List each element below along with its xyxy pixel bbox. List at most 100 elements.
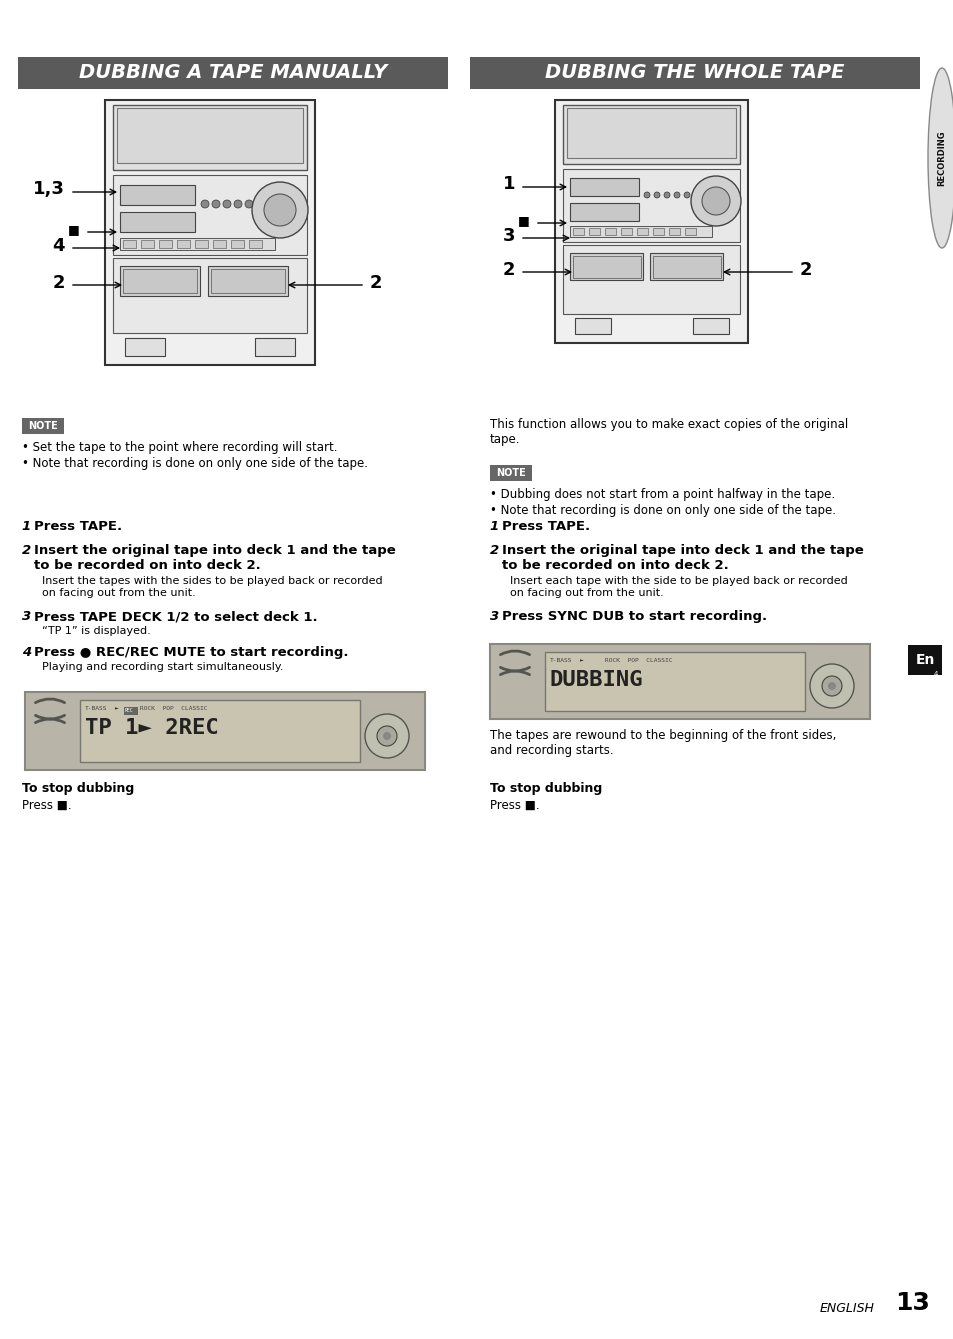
Bar [569,226,711,237]
Text: 2: 2 [800,261,812,279]
Text: ROCK  POP  CLASSIC: ROCK POP CLASSIC [604,657,672,663]
Bar [112,258,307,333]
Bar [562,245,740,315]
Text: T-BASS: T-BASS [85,706,108,711]
Text: 2: 2 [370,274,382,292]
Circle shape [683,191,689,198]
Text: The tapes are rewound to the beginning of the front sides,
and recording starts.: The tapes are rewound to the beginning o… [490,728,836,757]
Text: Press ● REC/REC MUTE to start recording.: Press ● REC/REC MUTE to start recording. [34,645,348,659]
Bar [652,228,663,236]
Circle shape [245,200,253,208]
Bar [604,228,616,236]
Bar [907,645,941,675]
Ellipse shape [927,68,953,248]
Text: Playing and recording start simultaneously.: Playing and recording start simultaneous… [42,661,283,672]
Circle shape [382,732,391,740]
Bar [211,269,285,293]
Bar [18,58,448,88]
Text: ►: ► [579,657,583,663]
Bar [652,256,720,279]
Bar [470,58,919,88]
Bar [112,104,307,170]
Bar [684,228,696,236]
Circle shape [673,191,679,198]
Bar [637,228,647,236]
Bar [575,317,610,333]
Text: T-BASS: T-BASS [550,657,572,663]
Text: 13: 13 [894,1291,929,1315]
Bar [254,337,294,356]
Text: 2: 2 [502,261,515,279]
Text: RECORDING: RECORDING [937,130,945,186]
Circle shape [233,200,242,208]
Text: Press ■.: Press ■. [490,799,539,811]
Text: 3: 3 [502,228,515,245]
Circle shape [223,200,231,208]
Text: • Note that recording is done on only one side of the tape.: • Note that recording is done on only on… [490,503,835,517]
Text: • Dubbing does not start from a point halfway in the tape.: • Dubbing does not start from a point ha… [490,487,834,501]
Circle shape [827,682,835,690]
Text: 3: 3 [490,611,503,623]
Bar [544,652,804,711]
Circle shape [376,726,396,746]
Text: Press TAPE.: Press TAPE. [34,520,122,533]
Text: ►: ► [115,706,118,711]
Circle shape [821,676,841,696]
Bar [120,212,194,232]
Text: Press ■.: Press ■. [22,799,71,811]
Text: 1: 1 [502,175,515,193]
Bar [120,266,200,296]
Bar [562,104,740,163]
Bar [566,108,735,158]
Text: This function allows you to make exact copies of the original
tape.: This function allows you to make exact c… [490,418,847,446]
Text: Insert each tape with the side to be played back or recorded
on facing out from : Insert each tape with the side to be pla… [510,576,847,597]
Bar [141,240,153,248]
Text: Press TAPE DECK 1/2 to select deck 1.: Press TAPE DECK 1/2 to select deck 1. [34,611,317,623]
Circle shape [690,175,740,226]
Text: Insert the original tape into deck 1 and the tape
to be recorded on into deck 2.: Insert the original tape into deck 1 and… [501,544,862,572]
Text: DUBBING A TAPE MANUALLY: DUBBING A TAPE MANUALLY [79,63,387,83]
Text: 2: 2 [22,544,36,557]
Bar [194,240,208,248]
Bar [80,700,359,762]
Bar [123,240,136,248]
Circle shape [264,194,295,226]
Bar [573,228,583,236]
Bar [620,228,631,236]
Circle shape [663,191,669,198]
Bar [123,269,196,293]
Bar [105,100,314,366]
Bar [159,240,172,248]
Text: NOTE: NOTE [28,420,58,431]
Text: ■: ■ [517,214,530,228]
Bar [177,240,190,248]
Text: ■: ■ [69,224,80,237]
Circle shape [654,191,659,198]
Bar [555,100,747,343]
Circle shape [252,182,308,238]
Bar [649,253,722,280]
Circle shape [809,664,853,708]
Text: Press SYNC DUB to start recording.: Press SYNC DUB to start recording. [501,611,766,623]
Bar [125,337,165,356]
Bar [124,707,138,715]
Bar [569,253,642,280]
Circle shape [365,714,409,758]
Bar [22,418,64,434]
Bar [231,240,244,248]
Text: DUBBING THE WHOLE TAPE: DUBBING THE WHOLE TAPE [545,63,843,83]
Text: To stop dubbing: To stop dubbing [22,782,134,795]
Bar [112,175,307,254]
Text: To stop dubbing: To stop dubbing [490,782,601,795]
Bar [490,644,869,719]
Text: ROCK  POP  CLASSIC: ROCK POP CLASSIC [140,706,208,711]
Bar [490,465,532,481]
Text: Press TAPE.: Press TAPE. [501,520,590,533]
Text: 1: 1 [22,520,36,533]
Text: DUBBING: DUBBING [550,670,643,690]
Bar [120,238,274,250]
Bar [569,178,639,195]
Bar [692,317,728,333]
Circle shape [701,187,729,216]
Text: Insert the tapes with the sides to be played back or recorded
on facing out from: Insert the tapes with the sides to be pl… [42,576,382,597]
